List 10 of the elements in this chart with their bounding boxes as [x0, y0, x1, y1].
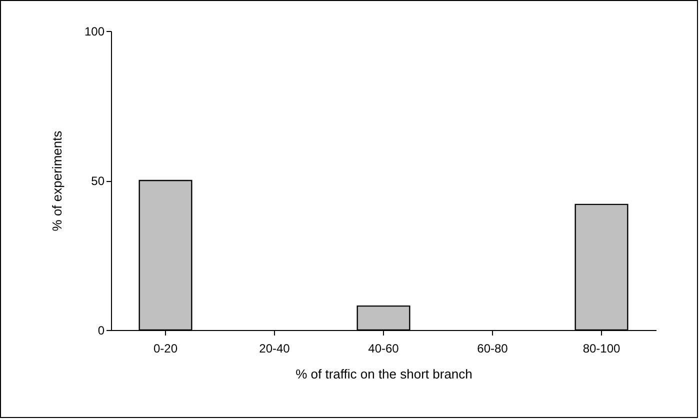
y-tick-label: 0	[98, 324, 105, 338]
x-tick-label: 20-40	[259, 342, 290, 356]
x-tick-label: 80-100	[582, 342, 621, 356]
x-tick-label: 60-80	[477, 342, 508, 356]
x-tick-label: 0-20	[153, 342, 178, 356]
y-tick-label: 50	[91, 174, 105, 188]
y-axis-title: % of experiments	[49, 130, 64, 232]
x-axis-title: % of traffic on the short branch	[296, 366, 472, 382]
y-tick-label: 100	[84, 24, 105, 38]
x-tick-label: 40-60	[368, 342, 400, 356]
